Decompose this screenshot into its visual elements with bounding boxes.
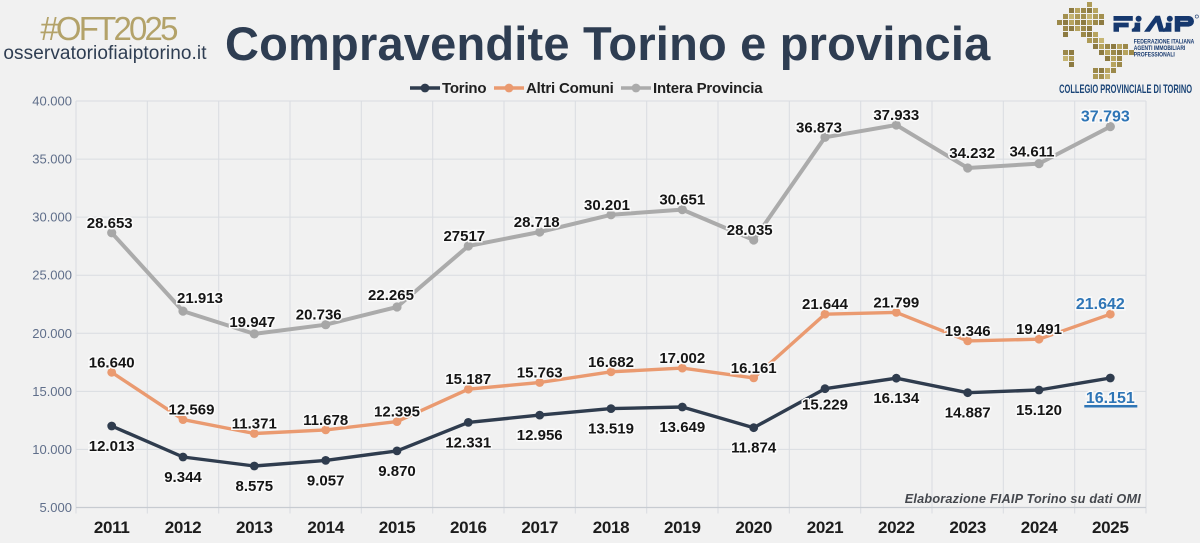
svg-text:16.640: 16.640 xyxy=(89,354,135,371)
svg-text:21.913: 21.913 xyxy=(177,290,223,307)
svg-text:15.763: 15.763 xyxy=(517,365,563,382)
svg-text:15.000: 15.000 xyxy=(32,384,72,399)
svg-text:9.057: 9.057 xyxy=(307,472,345,489)
svg-text:2013: 2013 xyxy=(236,518,273,537)
svg-text:12.956: 12.956 xyxy=(517,427,563,444)
svg-text:9.870: 9.870 xyxy=(378,463,416,480)
svg-text:2012: 2012 xyxy=(165,518,202,537)
svg-text:30.651: 30.651 xyxy=(659,192,705,209)
svg-text:16.682: 16.682 xyxy=(588,354,634,371)
svg-text:AGENTI IMMOBILIARI: AGENTI IMMOBILIARI xyxy=(1134,45,1186,52)
svg-text:36.873: 36.873 xyxy=(796,119,842,136)
svg-text:20.000: 20.000 xyxy=(32,326,72,341)
svg-text:2011: 2011 xyxy=(94,518,130,537)
svg-text:2015: 2015 xyxy=(379,518,416,537)
svg-text:34.611: 34.611 xyxy=(1009,144,1054,161)
svg-text:30.201: 30.201 xyxy=(584,197,630,214)
svg-text:30.000: 30.000 xyxy=(32,210,72,225)
svg-text:34.232: 34.232 xyxy=(949,145,995,162)
svg-text:35.000: 35.000 xyxy=(32,152,72,167)
svg-text:14.887: 14.887 xyxy=(945,405,991,422)
svg-text:25.000: 25.000 xyxy=(32,268,72,283)
svg-text:Intera Provincia: Intera Provincia xyxy=(653,80,763,97)
svg-text:2020: 2020 xyxy=(735,518,772,537)
svg-text:16.134: 16.134 xyxy=(873,390,920,407)
svg-text:11.371: 11.371 xyxy=(232,416,277,433)
svg-text:Torino: Torino xyxy=(442,80,486,97)
svg-text:28.035: 28.035 xyxy=(727,222,773,239)
svg-text:21.642: 21.642 xyxy=(1076,296,1125,313)
svg-text:19.491: 19.491 xyxy=(1016,321,1062,338)
svg-text:12.569: 12.569 xyxy=(169,402,215,419)
svg-text:16.151: 16.151 xyxy=(1086,390,1135,407)
svg-text:12.395: 12.395 xyxy=(374,404,420,421)
svg-text:PROFESSIONALI: PROFESSIONALI xyxy=(1134,52,1175,59)
svg-text:2018: 2018 xyxy=(593,518,630,537)
svg-text:COLLEGIO PROVINCIALE DI TORINO: COLLEGIO PROVINCIALE DI TORINO xyxy=(1059,82,1192,96)
svg-text:15.187: 15.187 xyxy=(445,371,491,388)
svg-text:28.653: 28.653 xyxy=(87,215,133,232)
svg-text:37.933: 37.933 xyxy=(873,107,919,124)
svg-text:8.575: 8.575 xyxy=(236,478,274,495)
svg-text:2014: 2014 xyxy=(307,518,344,537)
svg-text:37.793: 37.793 xyxy=(1081,109,1130,126)
svg-text:2022: 2022 xyxy=(878,518,915,537)
svg-text:12.331: 12.331 xyxy=(445,434,491,451)
svg-text:20.736: 20.736 xyxy=(296,307,342,324)
svg-text:2021: 2021 xyxy=(807,518,844,537)
svg-text:13.519: 13.519 xyxy=(588,421,634,438)
svg-text:40.000: 40.000 xyxy=(32,94,72,109)
svg-text:12.013: 12.013 xyxy=(89,438,135,455)
svg-text:17.002: 17.002 xyxy=(659,350,705,367)
svg-text:2024: 2024 xyxy=(1021,518,1058,537)
svg-text:9.344: 9.344 xyxy=(164,469,202,486)
svg-text:19.346: 19.346 xyxy=(945,323,991,340)
svg-text:15.120: 15.120 xyxy=(1016,402,1062,419)
svg-text:27517: 27517 xyxy=(443,228,485,245)
svg-text:16.161: 16.161 xyxy=(731,360,777,377)
svg-text:28.718: 28.718 xyxy=(514,214,560,231)
svg-text:19.947: 19.947 xyxy=(229,314,275,331)
svg-text:2019: 2019 xyxy=(664,518,701,537)
svg-text:10.000: 10.000 xyxy=(32,442,72,457)
svg-text:Altri Comuni: Altri Comuni xyxy=(526,80,614,97)
svg-text:15.229: 15.229 xyxy=(802,397,848,414)
svg-text:FEDERAZIONE ITALIANA: FEDERAZIONE ITALIANA xyxy=(1134,39,1195,46)
svg-text:2017: 2017 xyxy=(521,518,558,537)
svg-text:5.000: 5.000 xyxy=(39,500,72,515)
svg-text:2016: 2016 xyxy=(450,518,487,537)
svg-text:21.644: 21.644 xyxy=(802,296,849,313)
svg-text:11.678: 11.678 xyxy=(303,412,348,429)
svg-text:22.265: 22.265 xyxy=(368,287,414,304)
svg-text:13.649: 13.649 xyxy=(659,419,705,436)
svg-text:2023: 2023 xyxy=(949,518,986,537)
svg-text:11.874: 11.874 xyxy=(731,440,777,457)
svg-text:2025: 2025 xyxy=(1092,518,1129,537)
svg-text:21.799: 21.799 xyxy=(873,294,919,311)
